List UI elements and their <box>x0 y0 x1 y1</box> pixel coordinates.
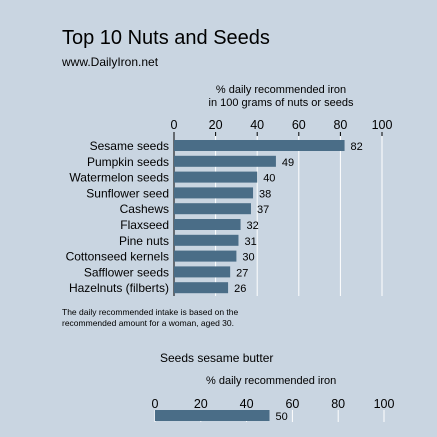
chart2-title: Seeds sesame butter <box>160 351 273 365</box>
category-label: Cottonseed kernels <box>66 250 169 264</box>
value-label: 37 <box>257 204 269 216</box>
value-label: 26 <box>234 283 246 295</box>
category-label: Sesame seeds <box>90 139 169 153</box>
chart2-bars <box>155 410 270 421</box>
bar <box>174 187 254 199</box>
x-tick-label: 60 <box>292 118 306 132</box>
value-label: 50 <box>276 411 288 423</box>
chart2-x-axis-label: % daily recommended iron <box>206 375 336 387</box>
bar <box>174 282 229 294</box>
category-label: Flaxseed <box>120 218 169 232</box>
x-tick-label: 0 <box>171 118 178 132</box>
bar <box>174 171 258 183</box>
category-label: Pine nuts <box>119 234 169 248</box>
x-axis-label-line2: in 100 grams of nuts or seeds <box>209 97 354 109</box>
x-axis-label-line1: % daily recommended iron <box>216 84 346 96</box>
x-tick-label: 20 <box>194 397 208 411</box>
x-tick-label: 0 <box>152 397 159 411</box>
value-label: 32 <box>247 220 259 232</box>
chart2-tick-labels: 0 20 40 60 80 100 <box>152 397 395 411</box>
category-label: Sunflower seed <box>86 186 169 200</box>
bar <box>174 140 345 151</box>
chart1-bars <box>174 140 345 294</box>
bar <box>174 234 239 246</box>
value-label: 49 <box>282 157 294 169</box>
chart1-category-labels: Sesame seeds Pumpkin seeds Watermelon seed… <box>66 139 169 295</box>
x-tick-label: 40 <box>240 397 254 411</box>
x-tick-label: 40 <box>250 118 264 132</box>
bar <box>174 155 276 167</box>
x-tick-label: 80 <box>331 397 345 411</box>
x-tick-label: 60 <box>285 397 299 411</box>
footnote-line2: recommended amount for a woman, aged 30. <box>62 318 234 328</box>
category-label: Cashews <box>120 202 169 216</box>
category-label: Watermelon seeds <box>69 171 169 185</box>
source-label: www.DailyIron.net <box>61 55 159 69</box>
category-label: Hazelnuts (filberts) <box>69 281 169 295</box>
x-tick-label: 100 <box>374 397 395 411</box>
chart-title: Top 10 Nuts and Seeds <box>62 27 270 49</box>
value-label: 31 <box>244 236 256 248</box>
footnote-line1: The daily recommended intake is based on… <box>62 307 239 317</box>
chart2-value-labels: 50 <box>276 411 288 423</box>
category-label: Pumpkin seeds <box>87 155 169 169</box>
bar <box>155 410 270 421</box>
value-label: 30 <box>242 252 254 264</box>
chart1-value-labels: 82 49 40 38 37 32 31 30 27 26 <box>234 141 363 295</box>
value-label: 82 <box>351 141 363 153</box>
x-tick-label: 80 <box>333 118 347 132</box>
bar <box>174 203 251 215</box>
value-label: 38 <box>259 188 271 200</box>
bar <box>174 266 231 278</box>
value-label: 27 <box>236 267 248 279</box>
chart1-tick-labels: 0 20 40 60 80 100 <box>171 118 393 132</box>
x-tick-label: 20 <box>209 118 223 132</box>
value-label: 40 <box>263 173 275 185</box>
bar <box>174 219 241 230</box>
bar <box>174 250 237 262</box>
x-tick-label: 100 <box>372 118 393 132</box>
category-label: Safflower seeds <box>84 265 169 279</box>
